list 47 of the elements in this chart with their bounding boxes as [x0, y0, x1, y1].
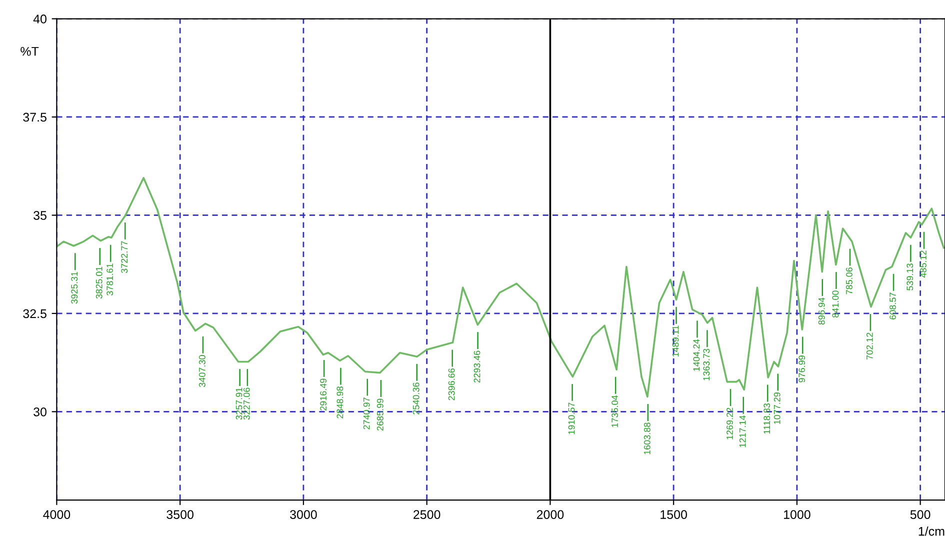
- annotation: 2848.98: [336, 386, 344, 418]
- annotation: 1404.24: [693, 339, 700, 371]
- x-tick-label: 3500: [166, 510, 194, 519]
- x-tick-label: 3000: [290, 510, 317, 519]
- annotation: 841.00: [832, 290, 839, 318]
- annotation: 3227.06: [243, 388, 250, 420]
- annotation: 3825.01: [96, 266, 102, 299]
- y-tick-label: 32.5: [23, 309, 46, 318]
- annotation: 1603.88: [644, 422, 650, 454]
- annotation: 2540.36: [412, 382, 420, 414]
- annotation: 1118.83: [764, 403, 770, 434]
- x-tick-label: 500: [910, 510, 930, 519]
- x-tick-label: 2500: [414, 510, 440, 519]
- y-tick-label: 35: [34, 211, 46, 220]
- annotation: 3257.91: [236, 388, 242, 420]
- annotation: 785.06: [846, 267, 852, 294]
- annotation: 2685.99: [376, 398, 384, 430]
- y-tick-label: 30: [34, 407, 46, 416]
- annotation: 1217.14: [739, 415, 746, 448]
- x-tick-label: 4000: [43, 510, 70, 519]
- annotation: 2293.46: [474, 350, 480, 383]
- annotation: 1363.73: [703, 348, 710, 380]
- annotation: 1735.04: [612, 395, 618, 428]
- annotation: 3407.30: [198, 355, 206, 387]
- y-axis-title: %T: [20, 47, 39, 56]
- annotation: 2916.49: [320, 378, 326, 410]
- annotation: 608.57: [890, 292, 896, 320]
- annotation: 896.94: [818, 298, 825, 325]
- annotation: 1489.11: [672, 326, 679, 357]
- x-axis-title: 1/cm: [918, 526, 944, 536]
- x-tick-label: 1000: [784, 510, 810, 519]
- annotation: 1077.29: [774, 392, 780, 424]
- x-tick-label: 1500: [660, 510, 687, 519]
- annotation: 3925.31: [71, 272, 78, 304]
- annotation: 1910.57: [568, 402, 575, 434]
- y-tick-label: 37.5: [23, 112, 46, 122]
- annotation: 2396.66: [448, 368, 455, 400]
- annotation: 539.13: [906, 264, 914, 290]
- y-tick-label: 40: [33, 14, 46, 24]
- annotation: 3722.77: [121, 241, 128, 274]
- annotation: 702.12: [866, 332, 873, 360]
- annotation: 3781.61: [106, 264, 114, 296]
- annotation: 485.12: [920, 250, 926, 278]
- annotation: 2740.97: [363, 398, 370, 430]
- annotation: 976.99: [798, 356, 806, 382]
- annotation: 1269.22: [726, 408, 733, 440]
- x-tick-label: 2000: [536, 510, 564, 519]
